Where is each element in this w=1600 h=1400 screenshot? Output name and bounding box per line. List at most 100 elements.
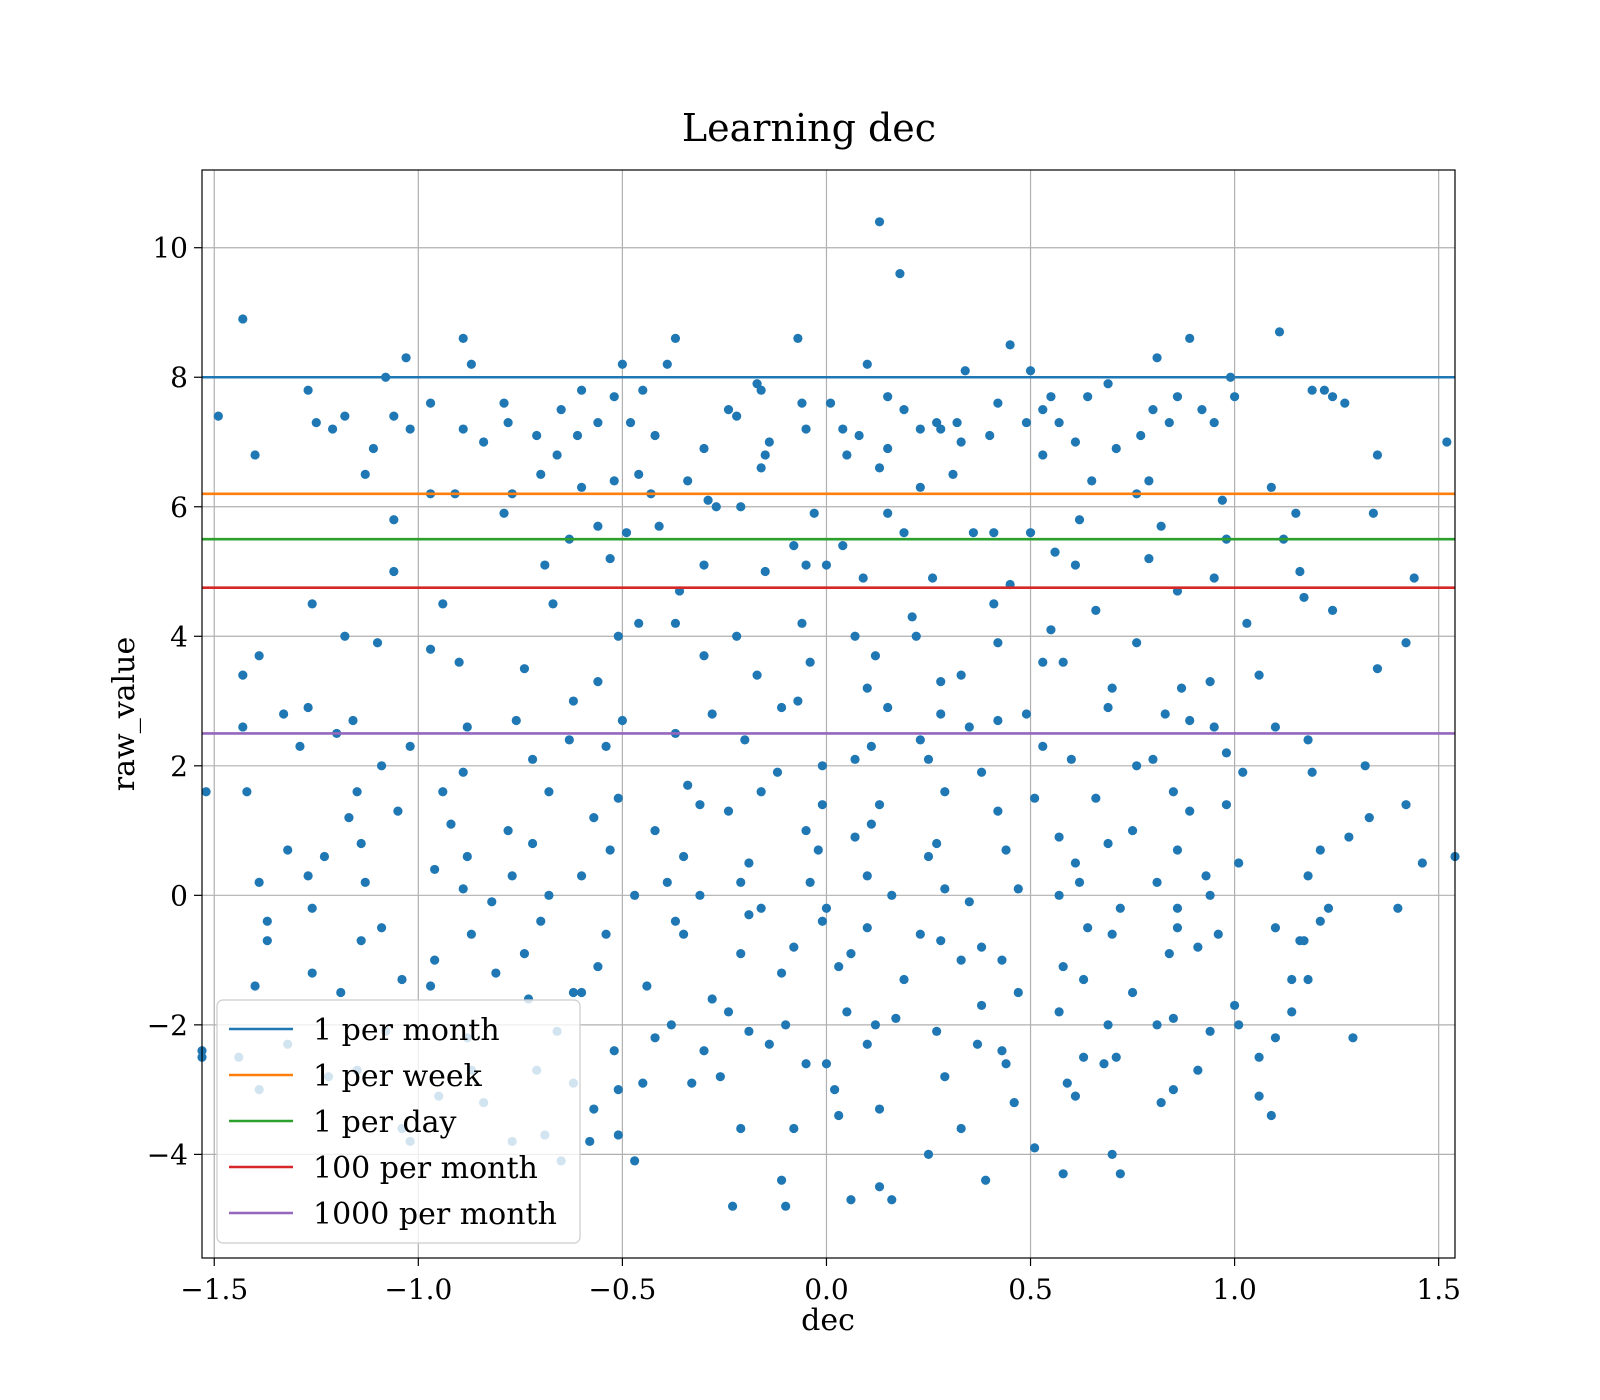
scatter-point <box>858 573 868 583</box>
scatter-point <box>1050 547 1060 557</box>
scatter-point <box>1217 495 1227 505</box>
scatter-point <box>1078 1052 1089 1062</box>
scatter-point <box>1205 890 1215 900</box>
scatter-point <box>1132 761 1142 771</box>
scatter-point <box>801 825 811 836</box>
scatter-point <box>1266 482 1276 492</box>
scatter-point <box>201 787 211 797</box>
scatter-point <box>760 566 770 577</box>
scatter-point <box>1087 476 1097 486</box>
scatter-point <box>532 430 542 441</box>
scatter-point <box>936 424 946 434</box>
scatter-point <box>487 897 497 907</box>
scatter-point <box>303 702 313 713</box>
scatter-point <box>797 618 807 628</box>
scatter-point <box>874 217 885 227</box>
scatter-point <box>964 897 974 907</box>
scatter-point <box>670 916 681 926</box>
scatter-point <box>666 1020 676 1030</box>
scatter-point <box>605 845 615 855</box>
scatter-point <box>1046 392 1056 402</box>
scatter-point <box>736 949 746 959</box>
scatter-point <box>1001 845 1011 855</box>
scatter-point <box>838 541 848 551</box>
scatter-point <box>764 437 774 447</box>
scatter-point <box>707 709 717 719</box>
scatter-point <box>1091 793 1101 803</box>
scatter-point <box>899 528 909 538</box>
scatter-point <box>760 450 770 460</box>
scatter-point <box>1172 392 1183 402</box>
scatter-point <box>744 910 754 920</box>
scatter-point <box>1164 417 1174 428</box>
scatter-point <box>993 715 1003 726</box>
x-axis-label: dec <box>801 1303 855 1338</box>
scatter-point <box>756 787 766 797</box>
scatter-point <box>711 502 721 512</box>
scatter-point <box>1417 858 1427 868</box>
y-tick-label: 0 <box>170 879 188 912</box>
scatter-point <box>425 981 436 991</box>
scatter-point <box>605 553 615 564</box>
scatter-point <box>1291 508 1301 518</box>
scatter-point <box>393 806 403 816</box>
scatter-point <box>874 1182 885 1192</box>
scatter-point <box>781 1020 791 1030</box>
chart-title: Learning dec <box>682 106 936 150</box>
scatter-point <box>425 398 436 408</box>
scatter-point <box>238 670 248 680</box>
scatter-point <box>336 987 346 998</box>
scatter-point <box>340 411 350 421</box>
legend-label: 1 per day <box>313 1105 457 1140</box>
scatter-point <box>405 741 415 751</box>
scatter-point <box>1274 327 1285 337</box>
scatter-point <box>576 385 587 395</box>
scatter-point <box>1054 1007 1064 1017</box>
scatter-point <box>462 851 472 862</box>
scatter-point <box>842 1007 852 1017</box>
scatter-point <box>511 715 521 726</box>
scatter-point <box>1054 417 1064 428</box>
scatter-point <box>462 722 472 732</box>
scatter-point <box>405 424 415 434</box>
scatter-point <box>989 528 999 538</box>
scatter-point <box>821 1059 832 1069</box>
scatter-point <box>568 696 579 706</box>
scatter-point <box>821 903 832 913</box>
scatter-point <box>1172 903 1183 913</box>
scatter-point <box>1025 366 1036 376</box>
scatter-point <box>985 430 995 441</box>
scatter-point <box>527 754 538 764</box>
scatter-point <box>723 1007 734 1017</box>
scatter-point <box>866 819 876 829</box>
scatter-point <box>687 1078 697 1088</box>
scatter-point <box>548 599 558 609</box>
scatter-point <box>503 825 513 836</box>
scatter-point <box>825 398 836 408</box>
scatter-point <box>295 741 305 751</box>
scatter-point <box>634 618 644 628</box>
scatter-point <box>870 651 881 661</box>
scatter-point <box>1164 949 1174 959</box>
scatter-point <box>238 722 248 732</box>
scatter-point <box>262 936 272 946</box>
scatter-point <box>254 651 264 661</box>
scatter-point <box>993 398 1003 408</box>
scatter-point <box>670 618 681 628</box>
scatter-point <box>940 1072 950 1082</box>
scatter-point <box>1103 702 1113 713</box>
scatter-point <box>1103 838 1113 849</box>
scatter-point <box>744 858 754 868</box>
scatter-point <box>1319 385 1329 395</box>
scatter-point <box>789 1123 799 1134</box>
scatter-point <box>540 560 550 570</box>
threshold-lines <box>202 375 1455 735</box>
scatter-point <box>340 631 350 641</box>
scatter-point <box>1152 877 1162 887</box>
scatter-point <box>1344 832 1354 842</box>
scatter-point <box>1144 476 1154 486</box>
y-axis-label: raw_value <box>107 637 142 791</box>
scatter-point <box>1148 405 1158 415</box>
scatter-point <box>519 664 530 674</box>
scatter-point <box>536 916 546 926</box>
